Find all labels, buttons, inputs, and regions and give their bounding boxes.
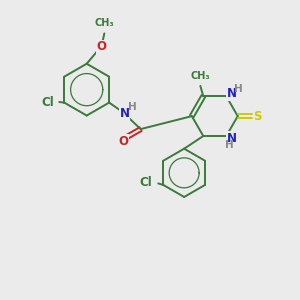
Text: N: N (226, 132, 237, 145)
Text: N: N (119, 107, 129, 120)
Text: H: H (128, 102, 136, 112)
Text: CH₃: CH₃ (190, 70, 210, 81)
Text: Cl: Cl (139, 176, 152, 189)
Text: O: O (118, 135, 128, 148)
Text: N: N (226, 87, 237, 101)
Text: CH₃: CH₃ (94, 18, 114, 28)
Text: S: S (254, 110, 262, 123)
Text: H: H (225, 140, 234, 151)
Text: H: H (234, 84, 243, 94)
Text: O: O (96, 40, 106, 53)
Text: Cl: Cl (42, 95, 54, 109)
